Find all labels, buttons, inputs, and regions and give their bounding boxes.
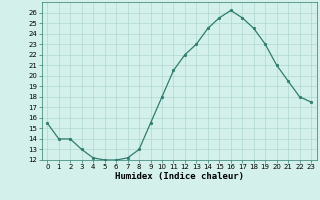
X-axis label: Humidex (Indice chaleur): Humidex (Indice chaleur) [115,172,244,181]
